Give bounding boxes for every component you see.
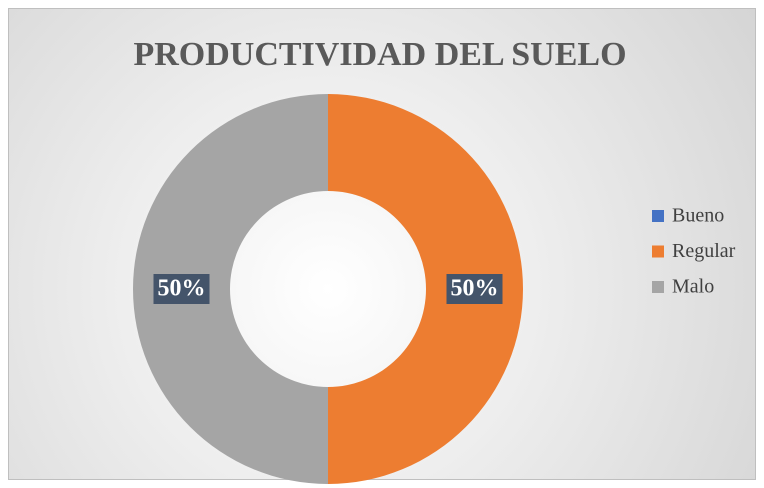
donut-slice [133, 94, 328, 484]
donut-slice [328, 94, 523, 484]
legend-swatch [652, 210, 664, 222]
chart-title: PRODUCTIVIDAD DEL SUELO [133, 36, 626, 73]
data-label-bg [153, 274, 210, 304]
legend-label: Malo [672, 276, 714, 298]
data-label-bg [446, 274, 503, 304]
legend-swatch [652, 281, 664, 293]
legend-label: Bueno [672, 205, 724, 227]
legend-label: Regular [672, 240, 736, 262]
data-label: 50% [158, 276, 206, 302]
legend-swatch [652, 245, 664, 258]
data-label: 50% [451, 276, 499, 302]
